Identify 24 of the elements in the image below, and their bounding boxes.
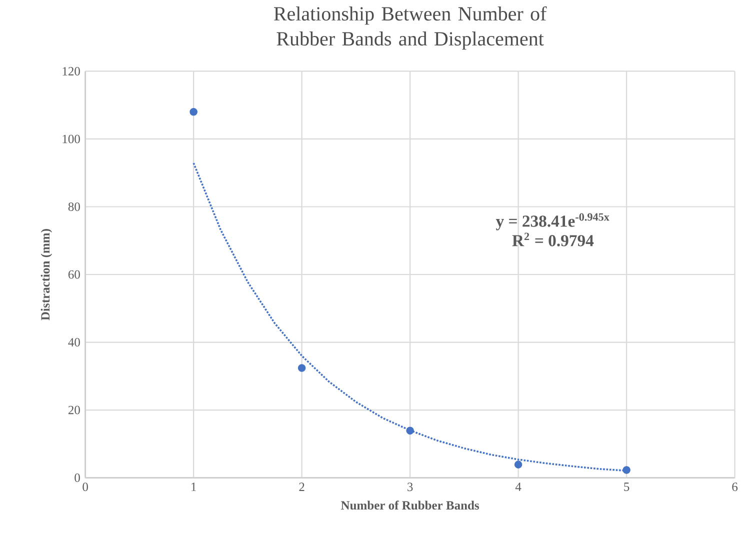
- point: [406, 426, 414, 435]
- point: [190, 108, 198, 116]
- y-tick-label: 0: [74, 474, 80, 482]
- point: [298, 364, 306, 372]
- x-tick-label: 5: [624, 482, 630, 491]
- x-tick-label: 0: [82, 482, 88, 492]
- chart-title: Relationship Between Number of Rubber Bands and Displacement: [274, 6, 547, 50]
- y-tick-label: 100: [62, 134, 80, 144]
- y-tick-label: 40: [68, 338, 80, 346]
- x-tick-label: 1: [192, 482, 196, 491]
- x-tick-label: 4: [515, 482, 522, 491]
- point: [622, 466, 630, 474]
- y-tick-label: 20: [68, 406, 80, 414]
- y-tick-label: 80: [68, 202, 80, 211]
- point: [514, 460, 522, 468]
- annotation: y = 238.41e$^{-0.945x}$: [496, 213, 610, 230]
- y-tick-label: 120: [62, 67, 80, 76]
- x-axis-title: Number of Rubber Bands: [341, 500, 480, 510]
- x-tick-label: 6: [732, 482, 738, 492]
- y-axis-title: Distraction (mm): [40, 229, 52, 320]
- x-tick-label: 3: [408, 482, 413, 492]
- y-tick-label: 60: [68, 270, 80, 279]
- annotation: R$^{2}$ = 0.9794: [512, 232, 594, 246]
- x-tick-label: 2: [299, 482, 304, 491]
